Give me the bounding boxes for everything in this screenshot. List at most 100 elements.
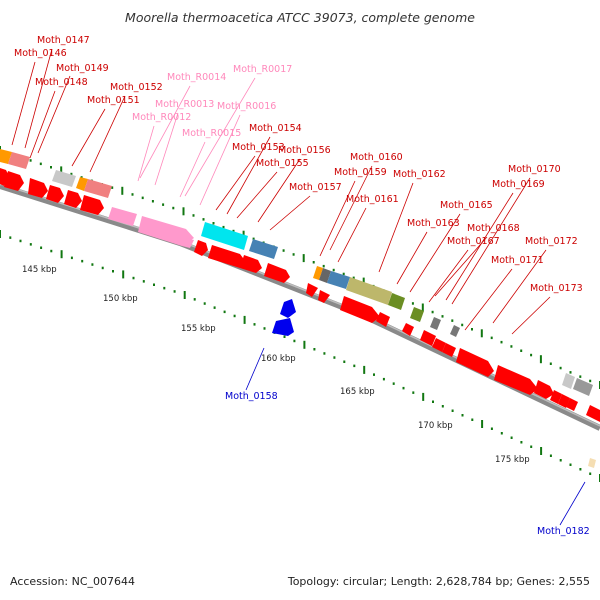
tick-mark [213,306,216,309]
tick-mark [282,249,285,252]
tick-mark [363,365,366,374]
feature-label[interactable]: Moth_0162 [393,169,446,180]
tick-mark [212,222,215,225]
tick-mark [132,276,135,280]
leader-line [179,141,206,198]
tick-mark [0,230,1,238]
feature-label[interactable]: Moth_0158 [225,391,278,402]
feature-label[interactable]: Moth_0152 [110,82,163,93]
tick-mark [40,246,43,249]
tick-mark [312,261,315,264]
feature-label[interactable]: Moth_0167 [447,236,500,247]
feature-label[interactable]: Moth_0147 [37,35,90,46]
tick-mark [520,441,523,444]
cds-plus-strand [0,168,600,422]
feature-label[interactable]: Moth_R0012 [132,112,191,123]
tick-mark [510,436,513,439]
leader-line [236,171,278,219]
tick-mark [373,373,375,376]
feature-label[interactable]: Moth_0169 [492,179,545,190]
feature-label[interactable]: Moth_0168 [467,223,520,234]
genome-backbone [0,183,600,431]
leader-line [451,177,531,305]
tick-mark [530,445,533,448]
tick-mark [112,270,114,273]
feature-label[interactable]: Moth_0149 [56,63,109,74]
leader-line [445,192,514,301]
feature-label[interactable]: Moth_0148 [35,77,88,88]
feature-label[interactable]: Moth_0163 [407,218,460,229]
leader-line [559,481,586,526]
leader-line [184,77,256,197]
feature-label[interactable]: Moth_0151 [87,95,140,106]
feature-label[interactable]: Moth_0155 [256,158,309,169]
tick-mark [29,243,32,246]
leader-line [11,61,36,146]
tick-mark [302,254,305,263]
feature-label[interactable]: Moth_0156 [278,145,331,156]
tick-mark [292,253,295,256]
leader-line [492,249,547,324]
tick-mark [323,352,326,355]
leader-line [226,136,271,215]
feature-label[interactable]: Moth_R0016 [217,101,276,112]
tick-mark [411,302,414,305]
feature-label[interactable]: Moth_0154 [249,123,302,134]
feature-label[interactable]: Moth_R0017 [233,64,292,75]
tick-mark [471,328,473,331]
label-leader-lines [11,48,586,526]
scale-labels: 145 kbp 150 kbp 155 kbp 160 kbp 165 kbp … [22,265,530,465]
tick-mark [232,229,235,233]
rna-features [108,207,194,248]
tick-mark [173,290,176,293]
scale-label-150: 150 kbp [103,294,138,304]
feature-label[interactable]: Moth_R0015 [182,128,241,139]
leader-line [24,48,53,149]
feature-label[interactable]: Moth_R0014 [167,72,226,83]
tick-mark [490,336,493,340]
feature-label[interactable]: Moth_0160 [350,152,403,163]
tick-mark [151,200,154,203]
tick-mark [559,366,562,370]
tick-mark [183,291,186,299]
genome-summary-text: Topology: circular; Length: 2,628,784 bp… [287,575,590,588]
tick-mark [9,236,12,239]
tick-mark [431,310,434,314]
tick-mark [353,364,356,368]
feature-label[interactable]: Moth_0165 [440,200,493,211]
feature-label[interactable]: Moth_0170 [508,164,561,175]
tick-mark [243,315,246,324]
tick-mark [579,468,582,471]
tick-mark [141,196,144,200]
feature-label[interactable]: Moth_0172 [525,236,578,247]
feature-label[interactable]: Moth_0161 [346,194,399,205]
feature-label[interactable]: Moth_0157 [289,182,342,193]
leader-line [396,231,428,285]
tick-mark [50,166,52,169]
feature-label[interactable]: Moth_0153 [232,142,285,153]
tick-mark [461,414,464,417]
tick-mark [530,353,533,357]
tick-mark [50,249,53,253]
feature-label[interactable]: Moth_0159 [334,167,387,178]
tick-mark [500,432,503,435]
tick-track [0,146,600,482]
tick-mark [70,172,73,176]
tick-mark [153,283,155,286]
leader-line [139,85,191,179]
tick-mark [223,310,226,314]
feature-label[interactable]: Moth_0171 [491,255,544,266]
feature-label[interactable]: Moth_0146 [14,48,67,59]
tick-mark [60,166,63,175]
leader-line [409,213,461,293]
leader-line [319,180,356,257]
tick-mark [540,447,543,455]
feature-label[interactable]: Moth_0182 [537,526,590,537]
leader-line [269,195,311,231]
feature-label[interactable]: Moth_R0013 [155,99,214,110]
tick-mark [412,391,415,394]
tick-mark [441,405,444,408]
leader-line [71,108,106,167]
feature-label[interactable]: Moth_0173 [530,283,583,294]
tick-mark [343,360,346,363]
